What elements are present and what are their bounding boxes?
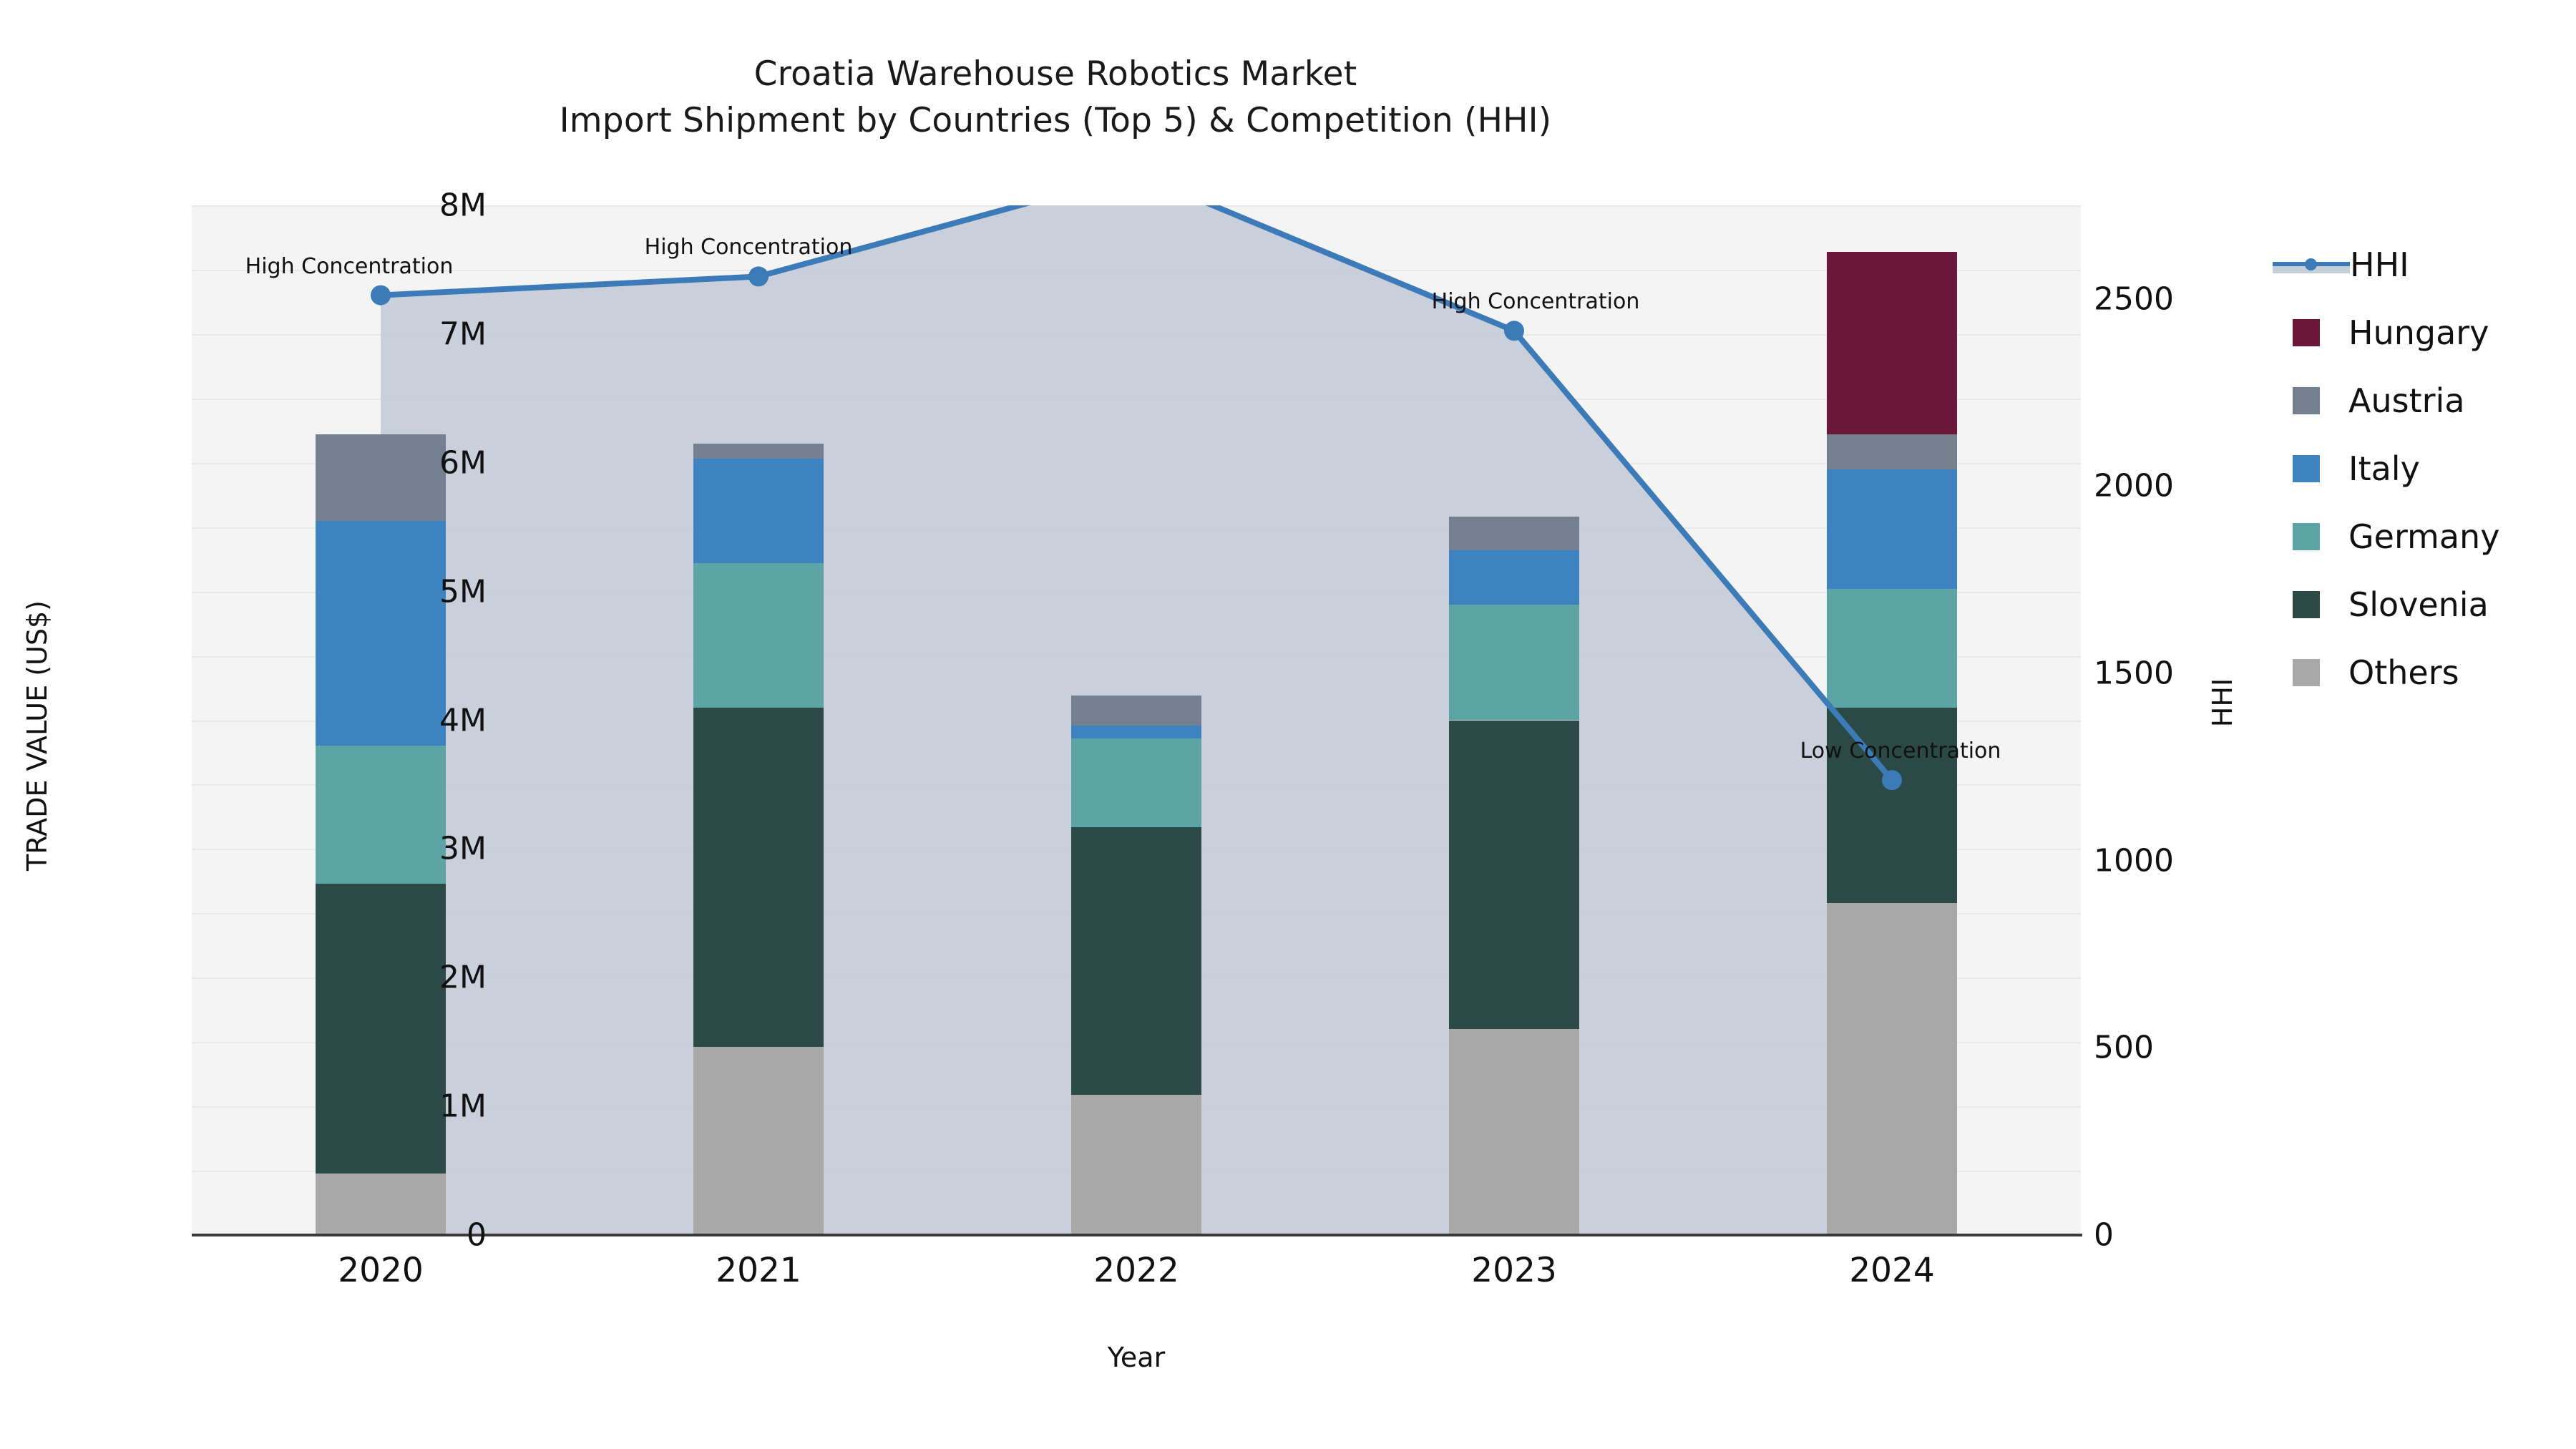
legend-line-dot xyxy=(2305,258,2317,270)
x-axis-title: Year xyxy=(1107,1342,1166,1373)
annotation-2021: High Concentration xyxy=(644,235,853,260)
bar-segment-others-2020[interactable] xyxy=(316,1173,446,1235)
legend-swatch-others xyxy=(2293,658,2320,686)
x-tick-2024[interactable]: 2024 xyxy=(1849,1251,1935,1290)
bar-segment-others-2022[interactable] xyxy=(1071,1094,1201,1235)
bar-segment-austria-2022[interactable] xyxy=(1071,696,1201,726)
annotation-2020: High Concentration xyxy=(245,253,454,279)
legend-item-others[interactable]: Others xyxy=(2273,638,2573,706)
y-left-tick-7M: 7M xyxy=(439,316,487,353)
legend-swatch-germany xyxy=(2293,522,2320,550)
y-axis-left-title: TRADE VALUE (US$) xyxy=(21,600,53,871)
chart-title-line-1: Croatia Warehouse Robotics Market xyxy=(753,54,1357,94)
legend-label-others: Others xyxy=(2348,653,2459,692)
y-right-tick-2000: 2000 xyxy=(2094,467,2174,504)
legend-label-germany: Germany xyxy=(2348,517,2500,556)
bar-segment-italy-2021[interactable] xyxy=(693,459,824,564)
legend-label-austria: Austria xyxy=(2348,381,2465,420)
bar-segment-italy-2022[interactable] xyxy=(1071,725,1201,738)
plot-area: High Concentration High Concentration High… xyxy=(192,205,2081,1235)
annotation-2024: Low Concentration xyxy=(1800,738,2001,764)
bar-segment-others-2024[interactable] xyxy=(1827,902,1957,1235)
y-left-tick-8M: 8M xyxy=(439,187,487,224)
legend-label-hhi: HHI xyxy=(2350,245,2409,284)
legend: HHI Hungary Austria Italy Germany Slovenia Oth… xyxy=(2273,230,2573,706)
bar-stack-2021[interactable] xyxy=(693,205,824,1235)
legend-item-germany[interactable]: Germany xyxy=(2273,502,2573,570)
y-right-tick-0: 0 xyxy=(2094,1216,2114,1254)
bar-segment-germany-2022[interactable] xyxy=(1071,738,1201,827)
bar-segment-austria-2021[interactable] xyxy=(693,443,824,459)
legend-swatch-slovenia xyxy=(2293,590,2320,618)
bar-stack-2022[interactable] xyxy=(1071,205,1201,1235)
y-left-tick-5M: 5M xyxy=(439,573,487,610)
y-left-tick-2M: 2M xyxy=(439,959,487,996)
legend-label-hungary: Hungary xyxy=(2348,313,2489,352)
legend-line-swatch xyxy=(2273,251,2350,278)
y-left-tick-4M: 4M xyxy=(439,702,487,738)
annotation-2023: High Concentration xyxy=(1431,289,1640,315)
bar-segment-slovenia-2023[interactable] xyxy=(1449,720,1579,1030)
y-left-tick-6M: 6M xyxy=(439,444,487,482)
legend-item-hhi[interactable]: HHI xyxy=(2273,230,2573,298)
bar-segment-slovenia-2021[interactable] xyxy=(693,707,824,1048)
y-right-tick-1500: 1500 xyxy=(2094,655,2174,692)
chart-title: Croatia Warehouse Robotics Market Import… xyxy=(0,52,2111,145)
bar-segment-slovenia-2022[interactable] xyxy=(1071,826,1201,1095)
y-left-tick-1M: 1M xyxy=(439,1088,487,1125)
y-right-tick-2500: 2500 xyxy=(2094,280,2174,318)
legend-item-slovenia[interactable]: Slovenia xyxy=(2273,570,2573,638)
plot-inner: High Concentration High Concentration High… xyxy=(192,205,2081,1235)
bar-segment-italy-2023[interactable] xyxy=(1449,550,1579,605)
y-right-tick-1000: 1000 xyxy=(2094,842,2174,879)
x-tick-2023[interactable]: 2023 xyxy=(1471,1251,1557,1290)
bar-segment-others-2021[interactable] xyxy=(693,1047,824,1235)
bar-stack-2023[interactable] xyxy=(1449,205,1579,1235)
bar-segment-germany-2021[interactable] xyxy=(693,563,824,708)
bar-segment-italy-2024[interactable] xyxy=(1827,469,1957,590)
bar-segment-slovenia-2020[interactable] xyxy=(316,883,446,1174)
legend-label-slovenia: Slovenia xyxy=(2348,585,2489,624)
y-left-tick-0: 0 xyxy=(467,1216,487,1254)
legend-swatch-hungary xyxy=(2293,318,2320,346)
bar-segment-slovenia-2024[interactable] xyxy=(1827,707,1957,903)
x-tick-2020[interactable]: 2020 xyxy=(338,1251,424,1290)
x-tick-2021[interactable]: 2021 xyxy=(716,1251,801,1290)
x-axis-line xyxy=(192,1234,2082,1236)
legend-swatch-austria xyxy=(2293,386,2320,414)
bar-segment-hungary-2024[interactable] xyxy=(1827,251,1957,435)
legend-item-hungary[interactable]: Hungary xyxy=(2273,298,2573,366)
bar-segment-germany-2023[interactable] xyxy=(1449,604,1579,721)
bar-stack-2024[interactable] xyxy=(1827,205,1957,1235)
bar-segment-germany-2024[interactable] xyxy=(1827,589,1957,708)
chart-title-line-2: Import Shipment by Countries (Top 5) & C… xyxy=(559,100,1552,140)
legend-item-italy[interactable]: Italy xyxy=(2273,434,2573,502)
y-left-tick-3M: 3M xyxy=(439,830,487,867)
legend-item-austria[interactable]: Austria xyxy=(2273,366,2573,434)
y-axis-right-title: HHI xyxy=(2207,678,2238,728)
bar-segment-others-2023[interactable] xyxy=(1449,1029,1579,1235)
bar-segment-austria-2024[interactable] xyxy=(1827,434,1957,469)
legend-swatch-italy xyxy=(2293,454,2320,482)
y-right-tick-500: 500 xyxy=(2094,1029,2154,1066)
bar-segment-austria-2023[interactable] xyxy=(1449,517,1579,551)
legend-label-italy: Italy xyxy=(2348,449,2420,488)
x-tick-2022[interactable]: 2022 xyxy=(1093,1251,1179,1290)
